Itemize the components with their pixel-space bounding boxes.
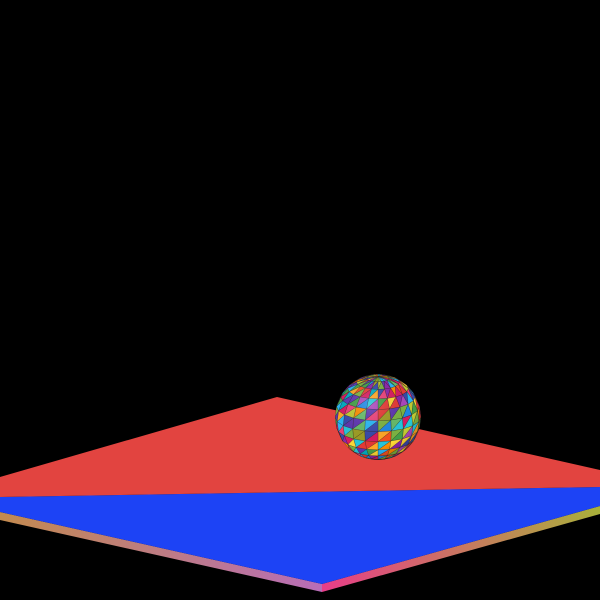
plane-top-red-half — [0, 397, 600, 497]
textured-sphere[interactable] — [335, 374, 421, 460]
plane-edge-left-face — [0, 512, 322, 592]
plane-edge-right-face — [322, 506, 600, 592]
ground-plane — [0, 397, 600, 592]
plane-top-blue-half — [0, 487, 600, 584]
sphere-shading — [335, 374, 421, 460]
